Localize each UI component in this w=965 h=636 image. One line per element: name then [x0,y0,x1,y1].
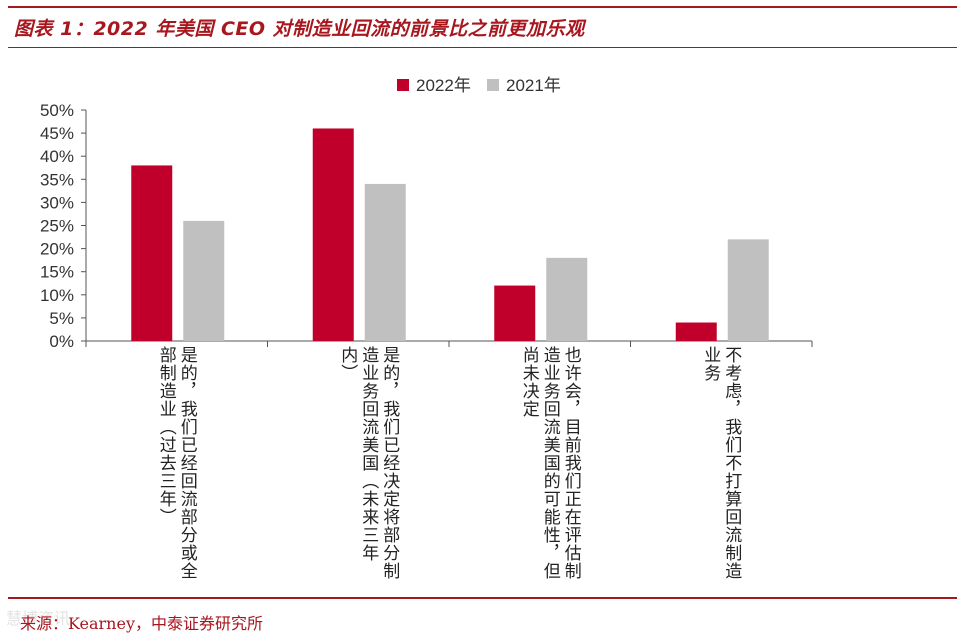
chart-title: 图表 1：2022 年美国 CEO 对制造业回流的前景比之前更加乐观 [14,18,585,40]
bar-a [675,322,717,341]
bar-chart: 0% 5% 10% 15% 20% 25% 30% 35% 40% 45% 50% 2022年 2021… [40,76,813,351]
y-tick-label: 20% [40,240,74,259]
bar-b [364,183,406,341]
y-tick-label: 15% [40,263,74,282]
bar-b [546,257,588,341]
bottom-rule [8,597,957,599]
x-category-label: 是的，我们已经决定将部分制造业务回流美国（未来三年内） [337,346,400,580]
y-tick-label: 45% [40,124,74,143]
bar-b [727,239,769,341]
y-tick-label: 25% [40,217,74,236]
y-tick-label: 35% [40,170,74,189]
bar-b [183,220,225,341]
y-tick-label: 0% [49,332,74,351]
x-category-label: 也许会，目前我们正在评估制造业务回流美国的可能性，但尚未决定 [518,346,581,580]
title-underline [8,47,957,48]
bar-a [494,285,536,341]
y-tick-label: 10% [40,286,74,305]
legend-label: 2021年 [506,76,561,95]
y-tick-label: 5% [49,309,74,328]
x-category-label: 不考虑，我们不打算回流制造业务 [700,346,742,580]
y-tick-label: 40% [40,147,74,166]
top-rule [8,6,957,8]
legend-swatch [487,79,499,91]
y-tick-label: 50% [40,101,74,120]
bar-a [312,128,354,341]
legend-label: 2022年 [416,76,471,95]
y-tick-label: 30% [40,193,74,212]
x-category-label: 是的，我们已经回流部分或全部制造业（过去三年） [155,346,197,580]
watermark: 慧博资讯 [6,609,71,628]
source-note: 来源：Kearney，中泰证券研究所 [20,614,263,633]
legend-swatch [397,79,409,91]
bar-a [131,165,173,341]
